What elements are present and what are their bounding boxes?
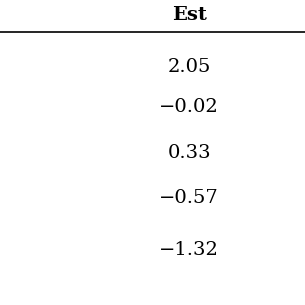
- Text: −0.57: −0.57: [159, 189, 219, 207]
- Text: 0.33: 0.33: [167, 143, 211, 162]
- Text: Est: Est: [172, 6, 206, 24]
- Text: −0.02: −0.02: [159, 98, 219, 116]
- Text: −1.32: −1.32: [159, 241, 219, 259]
- Text: 2.05: 2.05: [167, 58, 211, 76]
